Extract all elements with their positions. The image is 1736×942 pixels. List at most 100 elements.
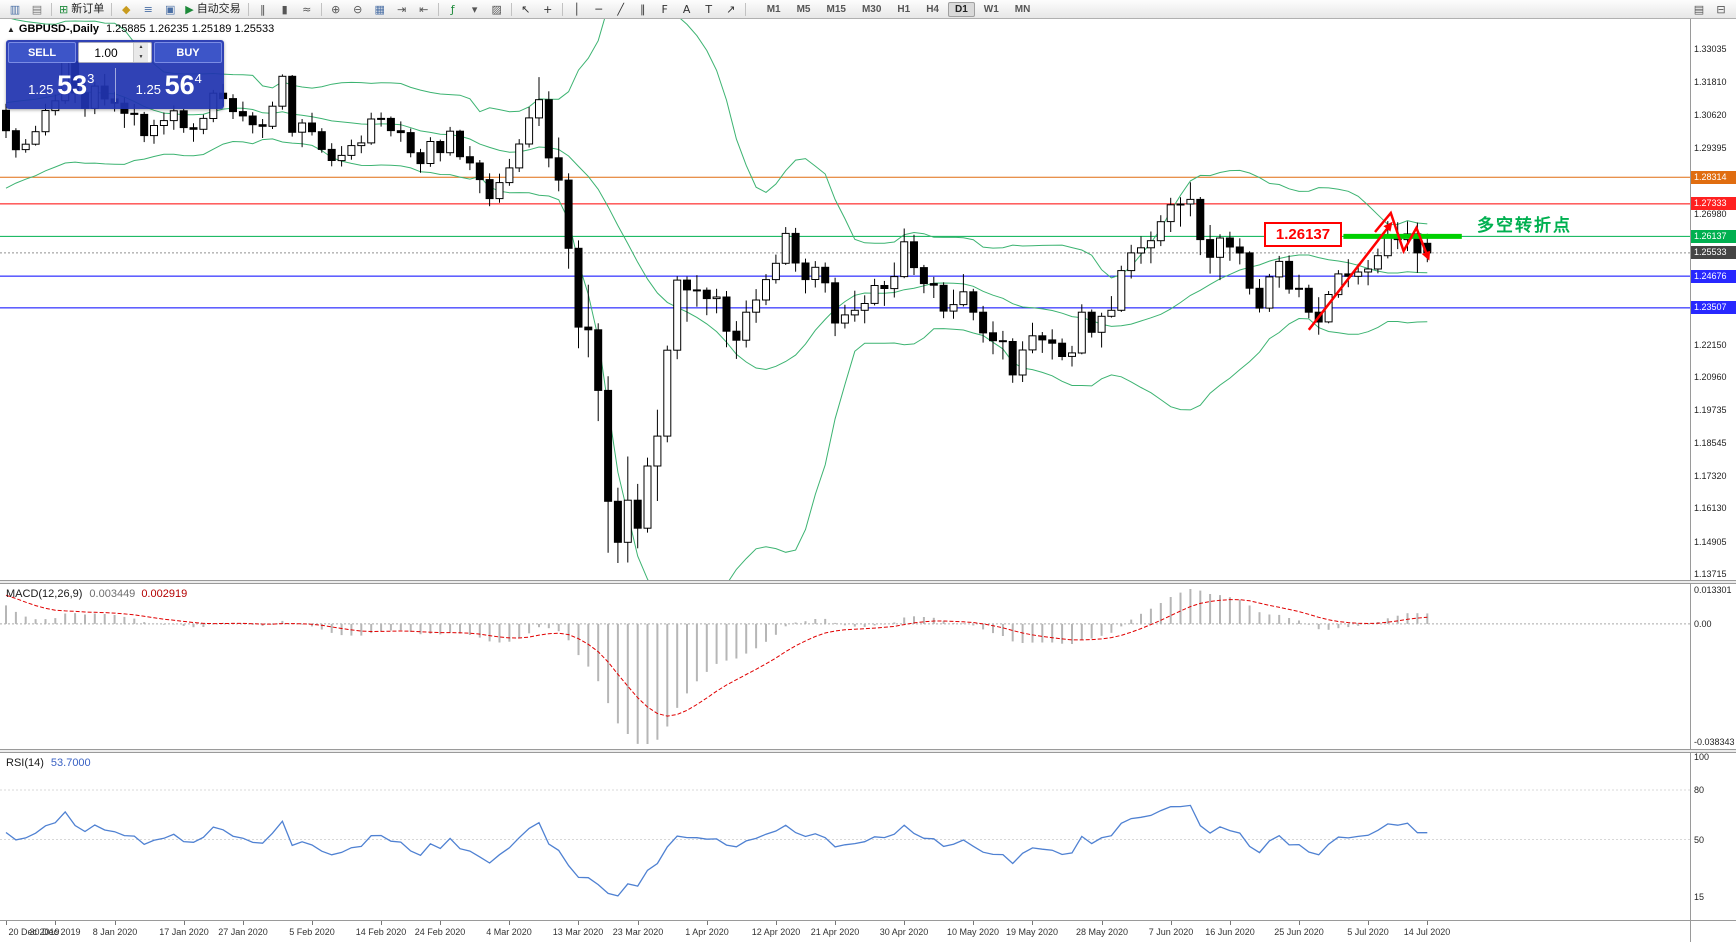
fibonacci-icon: F bbox=[661, 2, 668, 16]
vertical-line-icon: │ bbox=[573, 2, 580, 16]
zoom-in-button[interactable]: ⊕ bbox=[326, 1, 346, 17]
date-label: 7 Jun 2020 bbox=[1148, 927, 1194, 937]
timeframe-h1-button[interactable]: H1 bbox=[890, 2, 917, 17]
rsi-scale-80: 80 bbox=[1694, 785, 1705, 795]
time-tick bbox=[1368, 921, 1369, 925]
bid-pipette: 3 bbox=[87, 70, 95, 86]
market-watch-icon: ≡ bbox=[143, 2, 153, 16]
profiles-button[interactable]: ▤ bbox=[27, 1, 47, 17]
date-label: 4 Mar 2020 bbox=[486, 927, 532, 937]
chart-ohlc-readout: 1.25885 1.26235 1.25189 1.25533 bbox=[106, 23, 275, 35]
time-tick bbox=[1171, 921, 1172, 925]
new-order-button[interactable]: ⊞ 新订单 bbox=[56, 1, 107, 17]
time-tick bbox=[973, 921, 974, 925]
volume-down-button[interactable]: ▼ bbox=[134, 52, 148, 62]
time-tick bbox=[835, 921, 836, 925]
horizontal-line-button[interactable]: ─ bbox=[589, 1, 609, 17]
chart-title: ▲ GBPUSD-,Daily 1.25885 1.26235 1.25189 1.… bbox=[7, 23, 274, 35]
timeframe-w1-button[interactable]: W1 bbox=[977, 2, 1006, 17]
trendline-button[interactable]: ╱ bbox=[611, 1, 631, 17]
print-button[interactable]: ⊟ bbox=[1711, 1, 1731, 17]
pane-divider-macd[interactable] bbox=[0, 580, 1736, 584]
date-label: 13 Mar 2020 bbox=[552, 927, 604, 937]
bull-bear-turning-point-text[interactable]: 多空转折点 bbox=[1477, 216, 1572, 235]
text-label-button[interactable]: T bbox=[699, 1, 719, 17]
buy-button[interactable]: BUY bbox=[154, 42, 222, 63]
timeframe-m1-button[interactable]: M1 bbox=[760, 2, 788, 17]
autotrading-button[interactable]: ▶ 自动交易 bbox=[182, 1, 243, 17]
text-button[interactable]: A bbox=[677, 1, 697, 17]
terminal-button[interactable]: ▣ bbox=[160, 1, 180, 17]
depth-of-market-button[interactable]: ▤ bbox=[1689, 1, 1709, 17]
rsi-scale-50: 50 bbox=[1694, 834, 1705, 845]
tile-windows-button[interactable]: ▦ bbox=[370, 1, 390, 17]
price-tick-label: 1.19735 bbox=[1694, 405, 1727, 416]
ask-big-digits: 56 bbox=[164, 69, 195, 100]
chart-line-button[interactable]: ≈ bbox=[297, 1, 317, 17]
trendline-icon: ╱ bbox=[617, 2, 624, 16]
pane-divider-rsi[interactable] bbox=[0, 749, 1736, 753]
volume-control: ▲ ▼ bbox=[78, 42, 152, 63]
tile-windows-icon: ▦ bbox=[374, 2, 385, 16]
crosshair-button[interactable]: + bbox=[538, 1, 558, 17]
arrows-dropdown-button[interactable]: ↗ bbox=[721, 1, 741, 17]
fibonacci-button[interactable]: F bbox=[655, 1, 675, 17]
chart-shift-button[interactable]: ⇤ bbox=[414, 1, 434, 17]
date-label: 8 Jan 2020 bbox=[92, 927, 138, 937]
vertical-line-button[interactable]: │ bbox=[567, 1, 587, 17]
macd-scale-zero: 0.00 bbox=[1694, 618, 1712, 629]
templates-dropdown-button[interactable]: ▨ bbox=[487, 1, 507, 17]
chart-candles-button[interactable]: ▮ bbox=[275, 1, 295, 17]
cursor-button[interactable]: ↖ bbox=[516, 1, 536, 17]
rsi-indicator-label: RSI(14) 53.7000 bbox=[6, 757, 91, 769]
resistance-price-label[interactable]: 1.26137 bbox=[1264, 222, 1342, 247]
sell-button[interactable]: SELL bbox=[8, 42, 76, 63]
zoom-out-button[interactable]: ⊖ bbox=[348, 1, 368, 17]
time-tick bbox=[904, 921, 905, 925]
indicators-button[interactable]: ƒ bbox=[443, 1, 463, 17]
market-watch-button[interactable]: ≡ bbox=[138, 1, 158, 17]
timeframe-m30-button[interactable]: M30 bbox=[855, 2, 888, 17]
volume-up-button[interactable]: ▲ bbox=[134, 43, 148, 53]
autotrading-icon: ▶ bbox=[185, 2, 194, 16]
toolbar-separator bbox=[561, 2, 563, 16]
volume-spinner: ▲ ▼ bbox=[133, 43, 148, 62]
price-scale[interactable]: 1.33035 1.31810 1.30620 1.29395 1.26980 1.221… bbox=[1690, 19, 1736, 942]
timeframe-d1-button[interactable]: D1 bbox=[948, 1, 975, 17]
time-tick bbox=[1230, 921, 1231, 925]
timeframe-mn-button[interactable]: MN bbox=[1008, 2, 1038, 17]
date-label: 23 Mar 2020 bbox=[612, 927, 664, 937]
price-tick-label: 1.18545 bbox=[1694, 437, 1727, 448]
time-tick bbox=[1032, 921, 1033, 925]
time-tick bbox=[638, 921, 639, 925]
date-label: 20 Dec 2019 bbox=[8, 927, 60, 937]
price-tick-label: 1.30620 bbox=[1694, 109, 1727, 120]
date-label: 21 Apr 2020 bbox=[810, 927, 860, 937]
new-chart-icon: ▥ bbox=[9, 2, 21, 16]
timeframe-h4-button[interactable]: H4 bbox=[919, 2, 946, 17]
time-tick bbox=[1102, 921, 1103, 925]
metaeditor-button[interactable]: ◆ bbox=[116, 1, 136, 17]
periods-dropdown-button[interactable]: ▾ bbox=[465, 1, 485, 17]
time-tick bbox=[184, 921, 185, 925]
metaeditor-icon: ◆ bbox=[121, 2, 131, 16]
time-axis[interactable]: 20 Dec 2019 30 Dec 2019 8 Jan 2020 17 Jan 2… bbox=[0, 921, 1690, 942]
auto-scroll-button[interactable]: ⇥ bbox=[392, 1, 412, 17]
price-tag-1.27333: 1.27333 bbox=[1691, 197, 1736, 211]
toolbar-separator bbox=[744, 2, 746, 16]
time-tick bbox=[440, 921, 441, 925]
profiles-icon: ▤ bbox=[31, 2, 43, 16]
one-click-collapse-icon[interactable]: ▲ bbox=[7, 25, 15, 34]
timeframe-m15-button[interactable]: M15 bbox=[820, 2, 853, 17]
time-tick bbox=[312, 921, 313, 925]
crosshair-icon: + bbox=[543, 2, 553, 16]
timeframe-m5-button[interactable]: M5 bbox=[790, 2, 818, 17]
equidistant-channel-button[interactable]: ∥ bbox=[633, 1, 653, 17]
volume-input[interactable] bbox=[79, 43, 133, 62]
price-tick-label: 1.29395 bbox=[1694, 142, 1727, 153]
new-chart-button[interactable]: ▥ bbox=[5, 1, 25, 17]
chart-shift-icon: ⇤ bbox=[419, 2, 429, 16]
chart-bars-button[interactable]: ‖ bbox=[253, 1, 273, 17]
price-tick-label: 1.17320 bbox=[1694, 471, 1727, 482]
